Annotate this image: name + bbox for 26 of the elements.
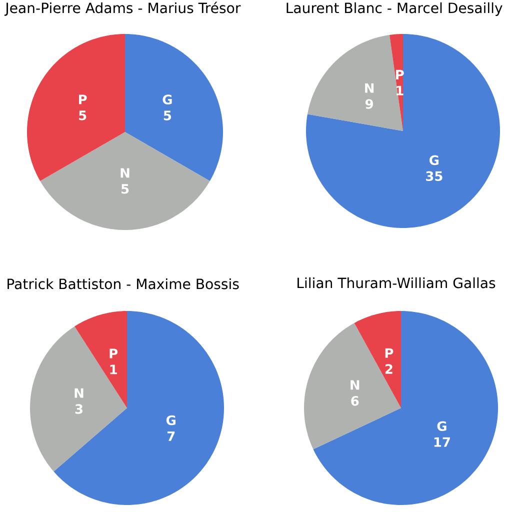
slice-label: G (162, 94, 172, 104)
data-label: 35 (426, 171, 442, 182)
data-label: 5 (164, 110, 172, 120)
chart-title: Jean-Pierre Adams - Marius Trésor (4, 2, 241, 16)
chart-title: Patrick Battiston - Maxime Bossis (8, 278, 239, 290)
chart-title: Laurent Blanc - Marcel Desailly (286, 2, 502, 16)
data-label: 7 (167, 431, 175, 441)
data-label: 17 (434, 437, 450, 447)
data-label: 6 (351, 396, 359, 406)
slice-label: G (430, 155, 439, 166)
data-label: 2 (385, 364, 392, 374)
slice-label: N (350, 380, 360, 390)
data-label: 9 (365, 99, 373, 109)
slice-label: N (74, 388, 84, 398)
slice-label: P (385, 348, 394, 358)
slice-label: G (437, 421, 446, 432)
slice-label: G (166, 415, 176, 426)
data-label: 1 (110, 364, 117, 374)
slice-label: N (120, 168, 130, 178)
slice-label: N (365, 83, 374, 93)
slice-label: P (79, 94, 87, 104)
data-label: 3 (75, 404, 82, 414)
chart-title: Lilian Thuram-William Gallas (298, 277, 496, 288)
data-label: 5 (121, 184, 129, 194)
slice-label: P (110, 348, 118, 358)
data-label: 5 (79, 110, 86, 120)
